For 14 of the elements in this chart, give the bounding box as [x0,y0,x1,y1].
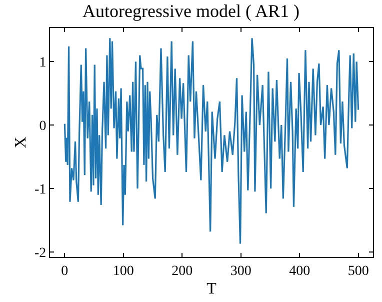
y-tick-label: -1 [34,182,46,198]
chart-title: Autoregressive model ( AR1 ) [82,1,300,22]
line-series [64,37,360,244]
x-tick-label: 0 [61,264,68,279]
x-axis-title: T [206,280,217,298]
x-tick-label: 200 [172,264,193,279]
x-tick-label: 300 [230,264,252,279]
y-tick-label: 1 [39,56,46,71]
x-tick-label: 400 [289,264,310,279]
x-tick-label: 500 [348,264,369,279]
y-tick-label: 0 [39,118,46,134]
y-axis-title: X [12,136,30,148]
x-tick-label: 100 [112,264,134,279]
y-tick-label: -2 [34,246,46,261]
